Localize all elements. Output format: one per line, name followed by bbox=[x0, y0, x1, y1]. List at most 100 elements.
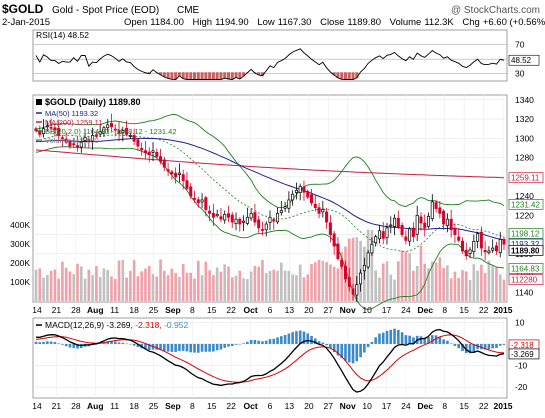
macd-histogram-bar bbox=[133, 344, 136, 346]
macd-histogram-bar bbox=[431, 335, 434, 344]
x-tick-label-bottom: 14 bbox=[32, 401, 42, 411]
macd-histogram-bar bbox=[495, 344, 498, 348]
candle-body bbox=[461, 241, 463, 251]
candle-body bbox=[431, 202, 433, 219]
volume-tick-label: 100K bbox=[10, 277, 30, 287]
volume-bar bbox=[401, 250, 404, 301]
macd-histogram-bar bbox=[42, 342, 45, 344]
macd-histogram-bar bbox=[38, 342, 41, 344]
macd-histogram-bar bbox=[310, 336, 313, 344]
candle-body bbox=[156, 152, 158, 156]
legend-bb: BB(20,2.0) 1164.83 - 1198.12 - 1231.42 bbox=[45, 127, 176, 136]
price-panel: 1340132013001280126012401220120011801160… bbox=[10, 95, 543, 310]
candle-body bbox=[216, 214, 218, 215]
candle-body bbox=[246, 217, 248, 223]
volume-bar bbox=[435, 262, 438, 301]
volume-bar bbox=[318, 260, 321, 301]
x-tick-label-bottom: Aug bbox=[87, 401, 104, 411]
legend-ma50: MA(50) 1193.32 bbox=[45, 109, 98, 118]
macd-histogram-bar bbox=[363, 344, 366, 353]
x-tick-label-bottom: 20 bbox=[304, 401, 314, 411]
volume-bar bbox=[182, 264, 185, 301]
macd-histogram-bar bbox=[442, 339, 445, 344]
volume-bar bbox=[50, 271, 53, 301]
macd-histogram-bar bbox=[299, 331, 302, 344]
rsi-oversold-fill bbox=[208, 72, 211, 79]
macd-histogram-bar bbox=[250, 340, 253, 344]
macd-histogram-bar bbox=[61, 344, 64, 345]
volume-bar bbox=[80, 266, 83, 301]
candle-body bbox=[397, 218, 399, 227]
candle-body bbox=[273, 220, 275, 222]
macd-histogram-bar bbox=[446, 341, 449, 344]
macd-histogram-bar bbox=[46, 341, 49, 344]
candle-body bbox=[375, 237, 377, 243]
volume-tick-label: 200K bbox=[10, 258, 30, 268]
volume-bar bbox=[125, 278, 128, 301]
volume-bar bbox=[205, 262, 208, 301]
macd-histogram-bar bbox=[265, 341, 268, 344]
x-tick-label: Dec bbox=[418, 305, 434, 315]
x-tick-label: Sep bbox=[165, 305, 181, 315]
volume-bar bbox=[337, 269, 340, 301]
volume-bar bbox=[484, 273, 487, 301]
x-tick-label: 22 bbox=[226, 305, 236, 315]
macd-histogram-bar bbox=[457, 344, 460, 348]
macd-histogram-bar bbox=[197, 344, 200, 353]
macd-histogram-bar bbox=[261, 341, 264, 344]
price-badge-text: 1189.80 bbox=[511, 246, 540, 255]
candle-body bbox=[288, 200, 290, 208]
volume-bar bbox=[99, 277, 102, 301]
candle-body bbox=[310, 195, 312, 203]
macd-histogram-bar bbox=[155, 344, 158, 350]
candle-body bbox=[299, 186, 301, 192]
volume-bar bbox=[397, 261, 400, 301]
candle-body bbox=[367, 253, 369, 267]
x-tick-label-bottom: 28 bbox=[71, 401, 81, 411]
macd-histogram-bar bbox=[288, 334, 291, 344]
candle-body bbox=[171, 172, 173, 174]
volume-bar bbox=[76, 264, 79, 301]
candle-body bbox=[186, 181, 188, 189]
volume-bar bbox=[201, 275, 204, 301]
macd-histogram-bar bbox=[50, 341, 53, 343]
volume-bar bbox=[186, 273, 189, 301]
volume-bar bbox=[461, 270, 464, 301]
price-tick-label: 1320 bbox=[515, 114, 534, 124]
volume-bar bbox=[242, 278, 245, 301]
x-tick-label: 20 bbox=[304, 305, 314, 315]
candle-body bbox=[473, 241, 475, 251]
price-badge-text: 1164.83 bbox=[511, 264, 540, 273]
candle-body bbox=[348, 277, 350, 286]
candle-body bbox=[329, 223, 331, 235]
x-tick-label-bottom: 8 bbox=[190, 401, 195, 411]
candle-body bbox=[488, 251, 490, 253]
macd-histogram-bar bbox=[389, 330, 392, 344]
price-badge-text: 1231.42 bbox=[511, 200, 540, 209]
x-tick-label-bottom: 24 bbox=[401, 401, 411, 411]
candle-body bbox=[390, 225, 392, 226]
volume-bar bbox=[491, 265, 494, 301]
macd-histogram-bar bbox=[208, 344, 211, 352]
volume-bar bbox=[457, 278, 460, 301]
candle-body bbox=[337, 244, 339, 259]
candle-body bbox=[295, 190, 297, 192]
candle-body bbox=[344, 266, 346, 279]
candle-body bbox=[469, 250, 471, 253]
legend-swatch-main bbox=[36, 99, 42, 105]
candle-body bbox=[220, 217, 222, 220]
macd-legend-v1: -3.269, bbox=[106, 320, 135, 330]
candle-body bbox=[408, 229, 410, 241]
macd-histogram-bar bbox=[325, 344, 328, 345]
rsi-oversold-fill bbox=[216, 72, 219, 79]
volume-bar bbox=[238, 271, 241, 301]
volume-bar bbox=[480, 265, 483, 301]
volume-bar bbox=[299, 265, 302, 301]
candle-body bbox=[190, 187, 192, 196]
macd-histogram-bar bbox=[386, 331, 389, 344]
volume-bar bbox=[250, 271, 253, 301]
volume-bar bbox=[231, 277, 234, 301]
volume-bar bbox=[280, 263, 283, 301]
macd-histogram-bar bbox=[374, 337, 377, 344]
